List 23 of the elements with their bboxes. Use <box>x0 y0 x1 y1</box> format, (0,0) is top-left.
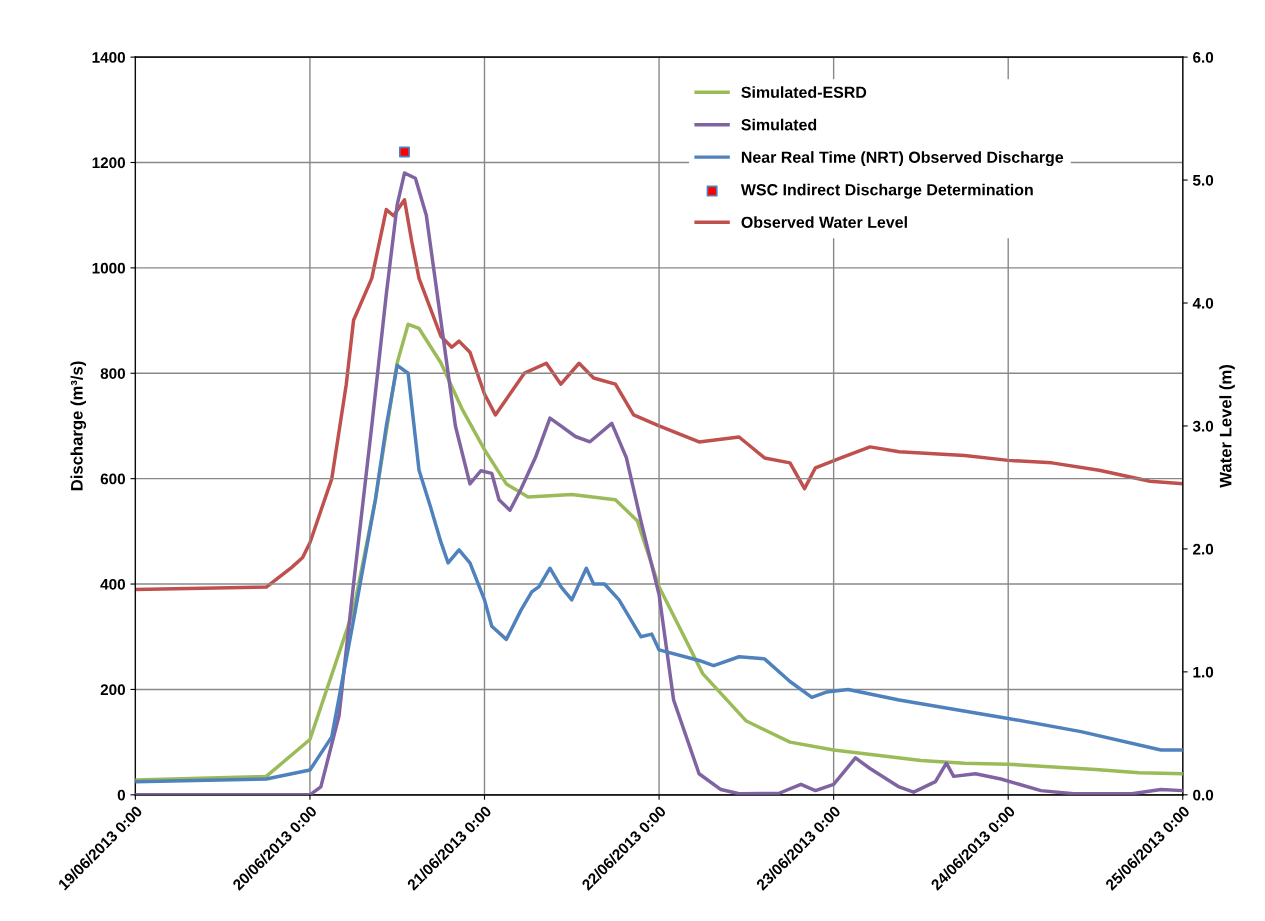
legend-label: Observed Water Level <box>741 216 907 228</box>
y-tick-label: 200 <box>100 684 126 696</box>
legend-label: WSC Indirect Discharge Determination <box>740 183 1033 199</box>
y2-tick-label: 4.0 <box>1192 297 1214 309</box>
line-series <box>135 197 1183 592</box>
y-tick-label: 0 <box>117 789 126 801</box>
y-tick-label: 1200 <box>92 157 126 169</box>
y-tick-label: 400 <box>100 578 126 590</box>
y-tick-label: 1000 <box>92 262 126 274</box>
y2-tick-label: 5.0 <box>1192 174 1214 186</box>
y-tick-label: 600 <box>100 473 126 485</box>
legend-label: Near Real Time (NRT) Observed Discharge <box>741 151 1064 167</box>
y2-tick-label: 2.0 <box>1193 543 1214 555</box>
y-tick-label: 800 <box>100 368 126 379</box>
y2-tick-label: 0.0 <box>1193 789 1214 801</box>
y2-tick-label: 3.0 <box>1192 420 1214 432</box>
y2-tick-label: 1.0 <box>1193 666 1214 678</box>
y-axis-title: Discharge (m³/s) <box>70 361 87 491</box>
legend-label: Simulated <box>741 118 817 131</box>
legend-label: Simulated-ESRD <box>741 86 867 98</box>
y2-tick-label: 6.0 <box>1193 51 1214 63</box>
y-tick-label: 1400 <box>92 51 126 63</box>
y2-axis-title: Water Level (m) <box>1219 365 1235 488</box>
